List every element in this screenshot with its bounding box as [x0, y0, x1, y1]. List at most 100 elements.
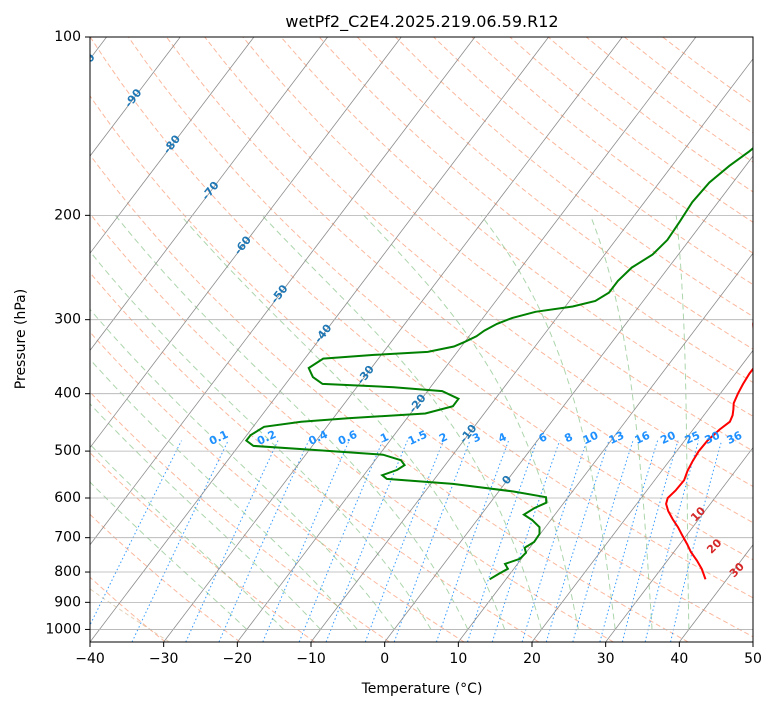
y-axis: 100 200 300 400 500 600 700 800 900 1000 — [45, 29, 90, 637]
isotherm-line — [163, 37, 623, 642]
x-tick-label: 30 — [597, 651, 615, 667]
mixing-ratio-line — [572, 440, 634, 642]
mixing-ratio-line — [90, 440, 182, 627]
isotherm-label: -80 — [161, 132, 184, 156]
moist-adiabat-line — [675, 215, 690, 630]
y-axis-label: Pressure (hPa) — [13, 289, 29, 389]
mixing-ratio-label: 13 — [607, 429, 626, 447]
y-tick-label: 400 — [54, 386, 81, 402]
mixing-ratio-line — [621, 440, 679, 642]
x-tick-label: −20 — [223, 651, 253, 667]
isotherm-line — [752, 641, 753, 642]
mixing-ratio-label: 8 — [562, 430, 574, 445]
moist-adiabat-line — [90, 250, 432, 630]
mixing-ratio-label: 4 — [496, 430, 509, 445]
mixing-ratio-label: 20 — [658, 429, 678, 447]
mixing-ratio-label: 30 — [703, 429, 723, 447]
isotherm-line — [90, 37, 476, 546]
mixing-ratio-line — [545, 440, 610, 642]
dry-adiabat-line — [90, 391, 390, 642]
moist-adiabat-label: 30 — [727, 560, 747, 580]
isotherm-line — [90, 37, 328, 352]
isotherm-label: -30 — [354, 363, 377, 387]
mixing-ratio-line — [467, 440, 538, 642]
isotherm-line — [90, 37, 549, 642]
x-tick-label: 0 — [380, 651, 389, 667]
mixing-ratio-line — [599, 440, 659, 642]
isotherm-line — [679, 544, 753, 642]
dry-adiabat-line — [90, 576, 166, 642]
isotherm-label: -100 — [70, 51, 97, 81]
isotherm-line — [531, 349, 753, 642]
y-tick-label: 500 — [54, 443, 81, 459]
profiles — [244, 147, 753, 581]
isotherm-line — [458, 252, 753, 642]
x-tick-label: 20 — [523, 651, 541, 667]
line-labels: -100-90-80-70-60-50-40-30-20-10010203040… — [70, 51, 770, 608]
mixing-ratio-label: 6 — [537, 430, 550, 445]
y-tick-label: 800 — [54, 564, 81, 580]
isotherm-line — [90, 37, 255, 254]
mixing-ratio-line — [670, 440, 723, 642]
x-tick-label: −30 — [149, 651, 179, 667]
chart-title: wetPf2_C2E4.2025.219.06.59.R12 — [285, 12, 558, 32]
mixing-ratio-label: 3 — [470, 430, 482, 445]
dry-adiabat-line — [90, 331, 465, 642]
moist-adiabat-line — [180, 214, 506, 630]
dry-adiabat-line — [127, 37, 753, 561]
temperature-profile — [665, 319, 753, 580]
x-tick-label: 50 — [744, 651, 762, 667]
dry-adiabat-line — [90, 154, 689, 642]
isotherm-label: -70 — [199, 179, 222, 203]
dewpoint-profile — [244, 147, 753, 581]
mixing-ratio-label: 25 — [683, 429, 702, 447]
isotherm-label: -20 — [406, 391, 429, 415]
isotherm-label: -60 — [231, 233, 254, 257]
isotherm-label: -90 — [122, 86, 145, 110]
isotherm-label: 0 — [499, 473, 514, 487]
dry-adiabat-line — [90, 212, 614, 642]
mixing-ratio-line — [521, 440, 588, 642]
x-axis: −40 −30 −20 −10 0 10 20 30 40 50 — [75, 642, 762, 667]
moist-adiabat-line — [90, 308, 395, 630]
isotherm-line — [90, 37, 402, 449]
moist-adiabat-line — [90, 481, 248, 630]
mixing-ratio-label: 1.5 — [406, 428, 429, 448]
background-lines — [90, 37, 753, 642]
isotherm-line — [605, 446, 753, 642]
moist-adiabat-line — [90, 403, 321, 630]
y-tick-label: 200 — [54, 207, 81, 223]
mixing-ratio-label: 0.6 — [336, 428, 359, 448]
grid — [90, 37, 753, 642]
moist-adiabat-line — [90, 443, 285, 630]
y-tick-label: 100 — [54, 29, 81, 45]
dry-adiabat-line — [585, 37, 753, 163]
mixing-ratio-line — [644, 440, 700, 642]
dry-adiabat-line — [318, 37, 753, 383]
mixing-ratio-label: 16 — [633, 429, 653, 447]
y-tick-label: 600 — [54, 490, 81, 506]
mixing-ratio-label: 1 — [378, 430, 390, 445]
isotherm-label: -50 — [268, 282, 291, 306]
moist-adiabat-label: 40 — [750, 587, 770, 607]
dry-adiabat-line — [433, 37, 753, 286]
dry-adiabat-line — [90, 452, 315, 642]
mixing-ratio-label: 0.1 — [207, 428, 230, 448]
mixing-ratio-line — [185, 440, 279, 642]
moist-adiabat-label: 20 — [704, 536, 724, 556]
isotherm-line — [310, 58, 753, 642]
isotherm-line — [384, 155, 753, 642]
dry-adiabat-line — [90, 37, 753, 599]
dry-adiabat-line — [509, 37, 753, 223]
dry-adiabat-line — [90, 272, 540, 642]
mixing-ratio-line — [218, 440, 310, 642]
dry-adiabat-line — [624, 37, 753, 134]
isotherm-label: -40 — [312, 321, 335, 345]
dry-adiabat-line — [356, 37, 753, 350]
y-tick-label: 700 — [54, 530, 81, 546]
y-tick-label: 900 — [54, 594, 81, 610]
mixing-ratio-label: 2 — [437, 430, 449, 445]
mixing-ratio-line — [393, 440, 471, 642]
mixing-ratio-line — [364, 440, 444, 642]
moist-adiabat-line — [115, 214, 469, 630]
